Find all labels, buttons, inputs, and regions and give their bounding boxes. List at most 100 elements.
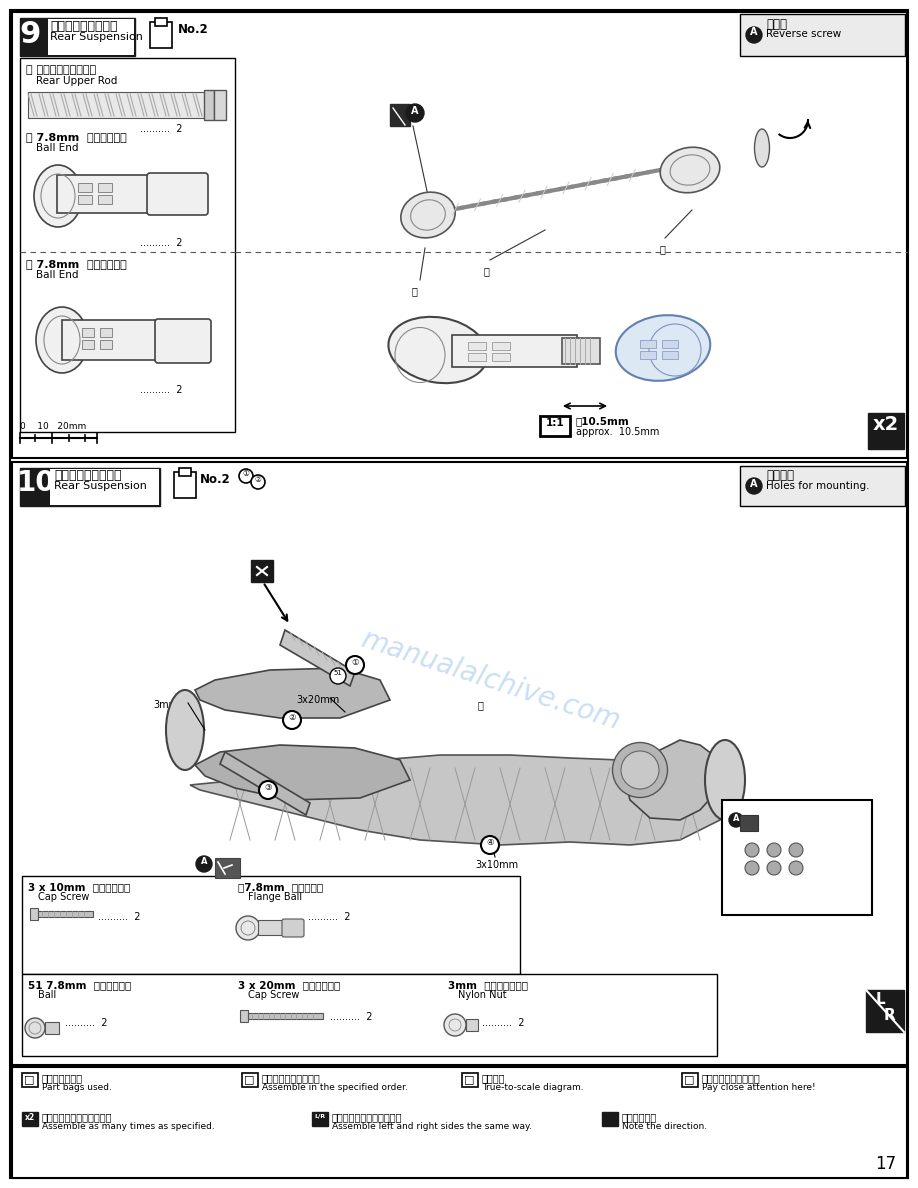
Text: Rear Suspension: Rear Suspension	[50, 32, 143, 42]
Ellipse shape	[621, 751, 659, 789]
Bar	[390, 105, 410, 126]
Bar	[12, 1067, 907, 1178]
Text: 9: 9	[19, 20, 40, 49]
Bar	[640, 340, 656, 348]
Ellipse shape	[616, 315, 711, 381]
Ellipse shape	[767, 843, 781, 857]
Bar	[740, 466, 905, 506]
Text: ④: ④	[487, 838, 494, 847]
Text: ..........  2: .......... 2	[98, 912, 140, 922]
Text: A: A	[201, 857, 207, 866]
Text: 原寸図。: 原寸図。	[482, 1073, 506, 1083]
Text: ..........  2: .......... 2	[308, 912, 351, 922]
Text: 逆ネジ: 逆ネジ	[766, 18, 787, 31]
Text: 51: 51	[333, 670, 342, 676]
Text: 3mm: 3mm	[153, 700, 178, 710]
Bar	[22, 876, 520, 974]
Text: Assemble in the specified order.: Assemble in the specified order.	[262, 1083, 408, 1092]
Text: ２セット組立てる（例）。: ２セット組立てる（例）。	[42, 1112, 113, 1121]
Bar	[662, 350, 678, 359]
Text: manualalchive.com: manualalchive.com	[357, 625, 623, 735]
Bar	[540, 416, 570, 436]
Bar	[722, 800, 872, 915]
Ellipse shape	[612, 742, 667, 797]
Bar	[48, 19, 134, 55]
Text: リヤサスペンション: リヤサスペンション	[54, 469, 121, 482]
Text: Flange Ball: Flange Ball	[248, 892, 302, 902]
Bar	[740, 14, 905, 56]
Text: ㊸: ㊸	[478, 700, 484, 710]
Text: 17: 17	[875, 1155, 896, 1173]
Text: ㊽ リヤアッパーロッド: ㊽ リヤアッパーロッド	[26, 65, 96, 75]
Bar	[20, 468, 160, 506]
Text: x2: x2	[873, 415, 899, 434]
Bar	[28, 91, 206, 118]
Text: True-to-scale diagram.: True-to-scale diagram.	[482, 1083, 584, 1092]
Bar	[12, 12, 907, 459]
Text: ..........  2: .......... 2	[65, 1018, 107, 1028]
Text: 0    10   20mm: 0 10 20mm	[20, 422, 86, 431]
Text: No.2: No.2	[200, 473, 230, 486]
Polygon shape	[220, 752, 310, 815]
Text: ㊾: ㊾	[660, 244, 666, 254]
Ellipse shape	[745, 843, 759, 857]
Text: ㊽: ㊽	[484, 266, 490, 276]
Text: 取付穴。: 取付穴。	[766, 469, 794, 482]
Text: Ball End: Ball End	[36, 143, 79, 153]
Circle shape	[239, 469, 253, 484]
Circle shape	[259, 781, 277, 800]
Bar	[258, 920, 286, 935]
Text: ①: ①	[242, 469, 250, 478]
Bar	[100, 340, 112, 349]
Circle shape	[406, 105, 424, 122]
Text: 向きに注意。: 向きに注意。	[622, 1112, 657, 1121]
Text: 3x20mm: 3x20mm	[296, 695, 340, 704]
Polygon shape	[195, 745, 410, 800]
Text: A: A	[750, 479, 757, 489]
Bar	[868, 413, 904, 449]
Bar	[662, 340, 678, 348]
Bar	[492, 342, 510, 350]
Text: 51 7.8mm  ツバ付ボール: 51 7.8mm ツバ付ボール	[28, 980, 131, 990]
Text: ..........  2: .......... 2	[482, 1018, 524, 1028]
Text: 番号の順に組立てる。: 番号の順に組立てる。	[262, 1073, 320, 1083]
Text: Part bags used.: Part bags used.	[42, 1083, 112, 1092]
Text: □: □	[684, 1074, 695, 1083]
Text: 3mm  ナイロンナット: 3mm ナイロンナット	[448, 980, 528, 990]
Text: approx.  10.5mm: approx. 10.5mm	[576, 426, 659, 437]
Text: □: □	[244, 1074, 254, 1083]
Text: Assemble left and right sides the same way.: Assemble left and right sides the same w…	[332, 1121, 532, 1131]
Text: □: □	[24, 1074, 35, 1083]
Bar	[150, 23, 172, 48]
Ellipse shape	[166, 690, 204, 770]
Text: Assemble as many times as specified.: Assemble as many times as specified.	[42, 1121, 215, 1131]
Text: Pay close attention here!: Pay close attention here!	[702, 1083, 815, 1092]
Bar	[155, 18, 167, 26]
Text: Reverse screw: Reverse screw	[766, 29, 841, 39]
Text: ..........  2: .......... 2	[140, 124, 183, 134]
Text: 注意して組立てる所。: 注意して組立てる所。	[702, 1073, 761, 1083]
Bar	[30, 908, 38, 920]
Text: ..........  2: .......... 2	[330, 1012, 373, 1022]
Text: 使用する袋詰。: 使用する袋詰。	[42, 1073, 84, 1083]
Bar	[20, 58, 235, 432]
Bar	[22, 1112, 38, 1126]
Bar	[179, 468, 191, 476]
Bar	[240, 1010, 248, 1022]
Bar	[204, 90, 214, 120]
Ellipse shape	[789, 861, 803, 876]
Bar	[248, 1013, 323, 1019]
Text: 3 x 10mm  キャップビス: 3 x 10mm キャップビス	[28, 881, 130, 892]
Text: ..........  2: .......... 2	[140, 238, 183, 248]
Text: Ball End: Ball End	[36, 270, 79, 280]
Circle shape	[746, 27, 762, 43]
Ellipse shape	[660, 147, 720, 192]
Polygon shape	[625, 740, 720, 820]
Text: A: A	[733, 814, 739, 823]
Circle shape	[330, 668, 346, 684]
Bar	[82, 328, 94, 337]
Bar	[466, 1019, 478, 1031]
Bar	[602, 1112, 618, 1126]
Text: 10: 10	[17, 469, 55, 497]
Text: Holes for mounting.: Holes for mounting.	[766, 481, 869, 491]
